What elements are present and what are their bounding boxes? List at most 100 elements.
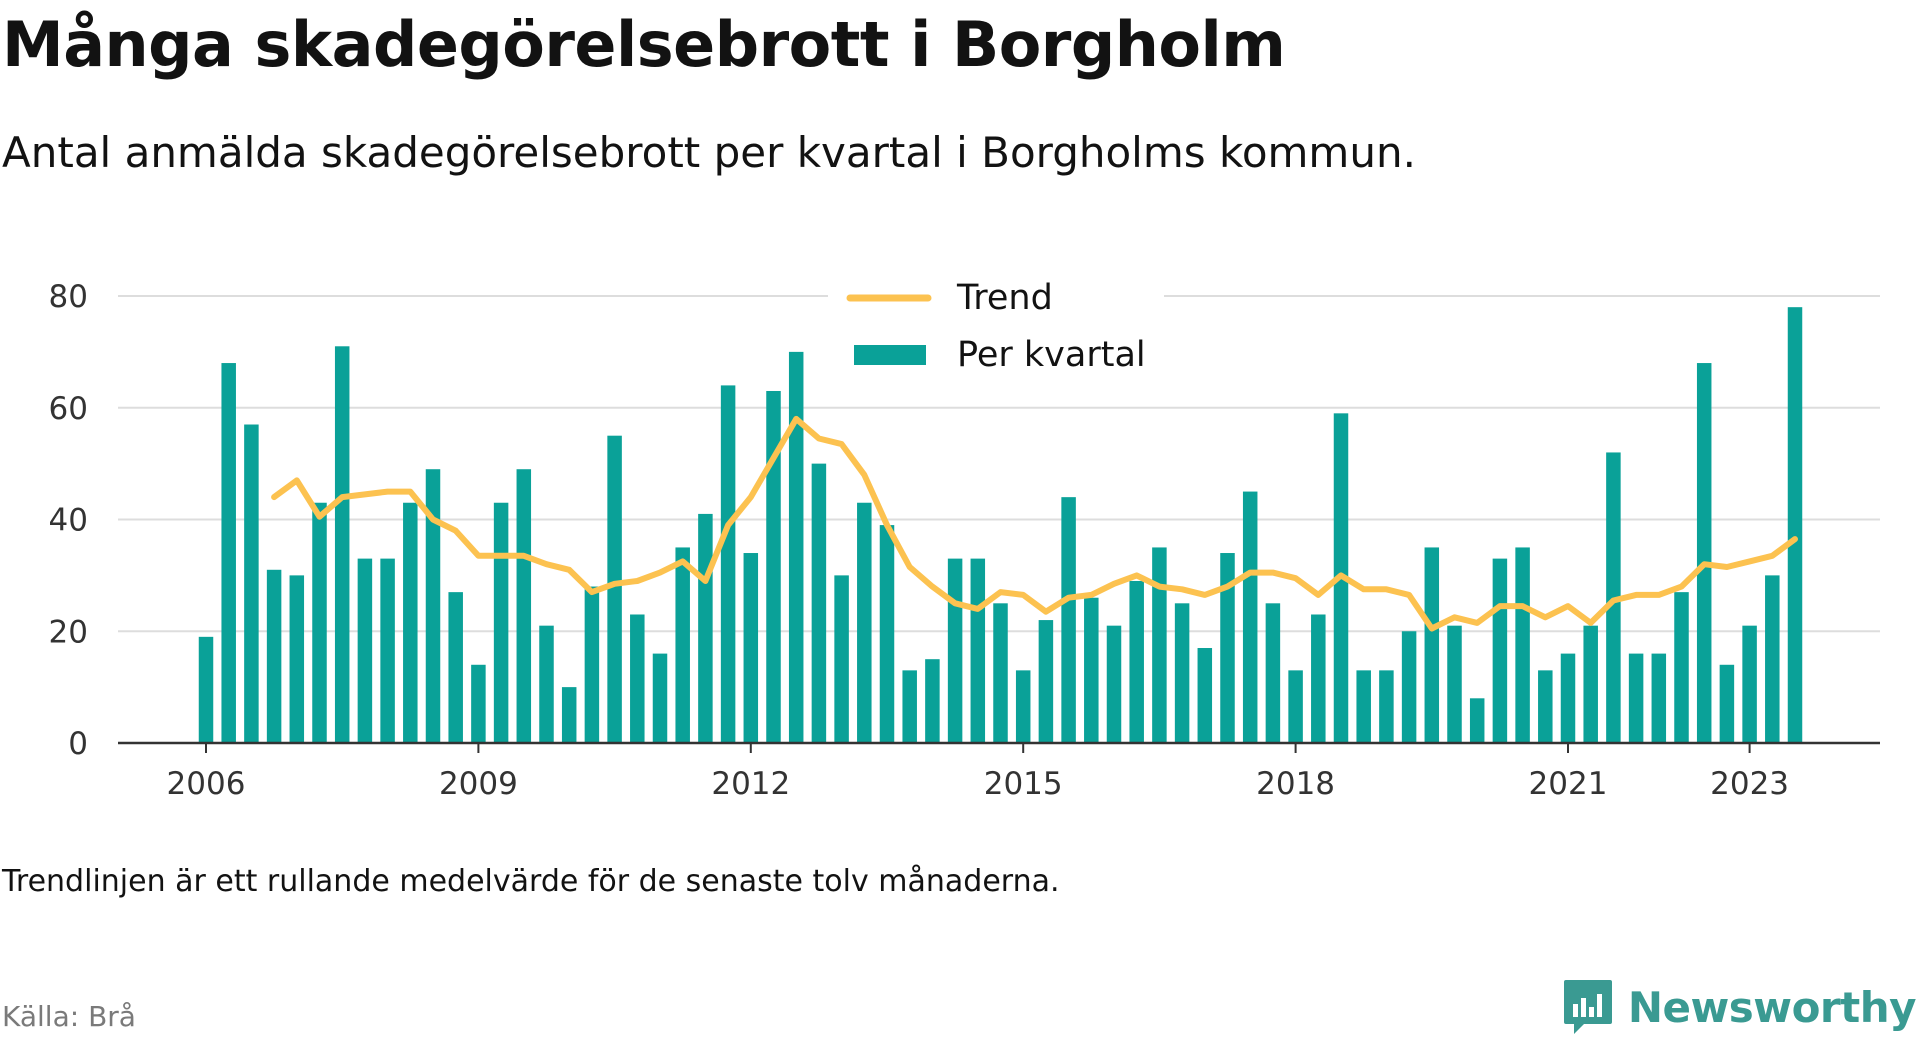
bar — [1152, 547, 1167, 743]
bar — [652, 653, 668, 743]
bar — [743, 553, 759, 743]
bar — [1447, 625, 1462, 743]
bar — [380, 558, 395, 743]
bar — [357, 558, 373, 743]
x-tick-label: 2018 — [1256, 766, 1335, 802]
bar — [1220, 553, 1235, 743]
bar — [857, 502, 872, 743]
bar — [403, 502, 418, 743]
bar — [1696, 363, 1712, 743]
bar — [879, 525, 895, 743]
trend-line — [271, 415, 1798, 632]
bar — [970, 558, 986, 743]
x-axis-ticks: 2006 2009 2012 2015 2018 2021 2023 — [167, 743, 1789, 802]
y-tick-label: 80 — [49, 279, 88, 315]
bar — [788, 351, 804, 743]
y-tick-label: 60 — [49, 391, 88, 427]
bar — [993, 603, 1008, 743]
bar — [425, 469, 441, 743]
bar — [1583, 625, 1598, 743]
bar — [539, 625, 554, 743]
bar — [1379, 670, 1394, 743]
bar — [1515, 547, 1530, 743]
bar — [902, 670, 917, 743]
bar — [1628, 653, 1644, 743]
bar — [1129, 580, 1144, 743]
bar — [1560, 653, 1576, 743]
bar — [1038, 620, 1054, 743]
bar — [947, 558, 963, 743]
bar — [1311, 614, 1326, 743]
bar — [811, 463, 827, 743]
x-tick-label: 2023 — [1710, 766, 1789, 802]
brand-logo: Newsworthy — [1562, 978, 1917, 1036]
bar — [221, 363, 236, 743]
bar — [471, 664, 486, 743]
bar — [244, 424, 259, 743]
bar — [675, 547, 690, 743]
bar — [698, 513, 713, 743]
x-tick-label: 2006 — [167, 766, 246, 802]
chart-title: Många skadegörelsebrott i Borgholm — [2, 8, 1286, 81]
bar — [1787, 307, 1803, 743]
x-tick-label: 2015 — [984, 766, 1063, 802]
y-tick-label: 0 — [68, 726, 88, 762]
legend-label: Per kvartal — [957, 335, 1146, 375]
bar — [1538, 670, 1553, 743]
bar — [516, 469, 532, 743]
bar — [1742, 625, 1757, 743]
bar — [1015, 670, 1031, 743]
bar — [1469, 698, 1485, 743]
y-tick-label: 20 — [49, 614, 88, 650]
bar — [1197, 648, 1213, 743]
source-label: Källa: Brå — [2, 1000, 136, 1033]
bar — [1084, 597, 1099, 743]
trend-series — [271, 415, 1798, 632]
bar — [925, 659, 940, 743]
bar — [584, 586, 600, 743]
x-tick-label: 2021 — [1529, 766, 1608, 802]
bar-series-per-kvartal — [198, 307, 1803, 743]
bar — [834, 575, 849, 743]
newsworthy-logo-icon — [1563, 980, 1612, 1034]
bar — [334, 346, 350, 743]
bar — [1401, 631, 1417, 743]
bar — [607, 435, 622, 743]
bar — [1651, 653, 1667, 743]
bar — [289, 575, 305, 743]
bar — [630, 614, 645, 743]
bar — [1174, 603, 1190, 743]
bar — [1288, 670, 1303, 743]
x-tick-label: 2012 — [711, 766, 790, 802]
legend: Trend Per kvartal — [828, 272, 1164, 392]
bar-line-chart: 0 20 40 60 80 2006 2009 2012 2015 2018 2021 2023 T… — [49, 272, 1880, 802]
bar — [1242, 491, 1258, 743]
bar — [1674, 592, 1689, 743]
bar — [766, 390, 781, 743]
bar — [1061, 497, 1076, 743]
y-tick-label: 40 — [49, 503, 88, 539]
bar — [1765, 575, 1780, 743]
bar — [312, 502, 327, 743]
legend-background — [828, 272, 1164, 392]
bar — [448, 592, 463, 743]
bar — [1265, 603, 1281, 743]
bar — [1106, 625, 1122, 743]
bar — [198, 636, 214, 743]
chart-area: 0 20 40 60 80 2006 2009 2012 2015 2018 2021 2023 T… — [0, 250, 1920, 830]
bar — [1424, 547, 1440, 743]
x-tick-label: 2009 — [439, 766, 518, 802]
footnote: Trendlinjen är ett rullande medelvärde f… — [2, 864, 1060, 899]
bar — [493, 502, 509, 743]
bar — [561, 687, 577, 743]
bar — [1492, 558, 1508, 743]
y-axis-ticks: 0 20 40 60 80 — [49, 279, 88, 762]
legend-label: Trend — [956, 278, 1053, 318]
bar — [1719, 664, 1735, 743]
brand-name: Newsworthy — [1627, 982, 1917, 1032]
bar — [720, 385, 736, 743]
bar — [1356, 670, 1371, 743]
legend-swatch-per-kvartal — [854, 345, 926, 365]
bar — [266, 569, 282, 743]
chart-subtitle: Antal anmälda skadegörelsebrott per kvar… — [2, 128, 1416, 177]
